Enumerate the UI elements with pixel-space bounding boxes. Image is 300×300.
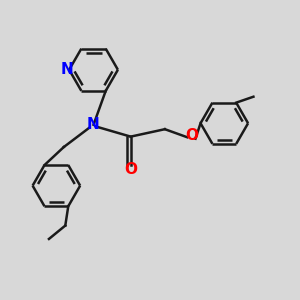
Text: N: N: [61, 62, 74, 77]
Text: O: O: [124, 162, 137, 177]
Text: O: O: [185, 128, 198, 143]
Text: N: N: [87, 117, 99, 132]
